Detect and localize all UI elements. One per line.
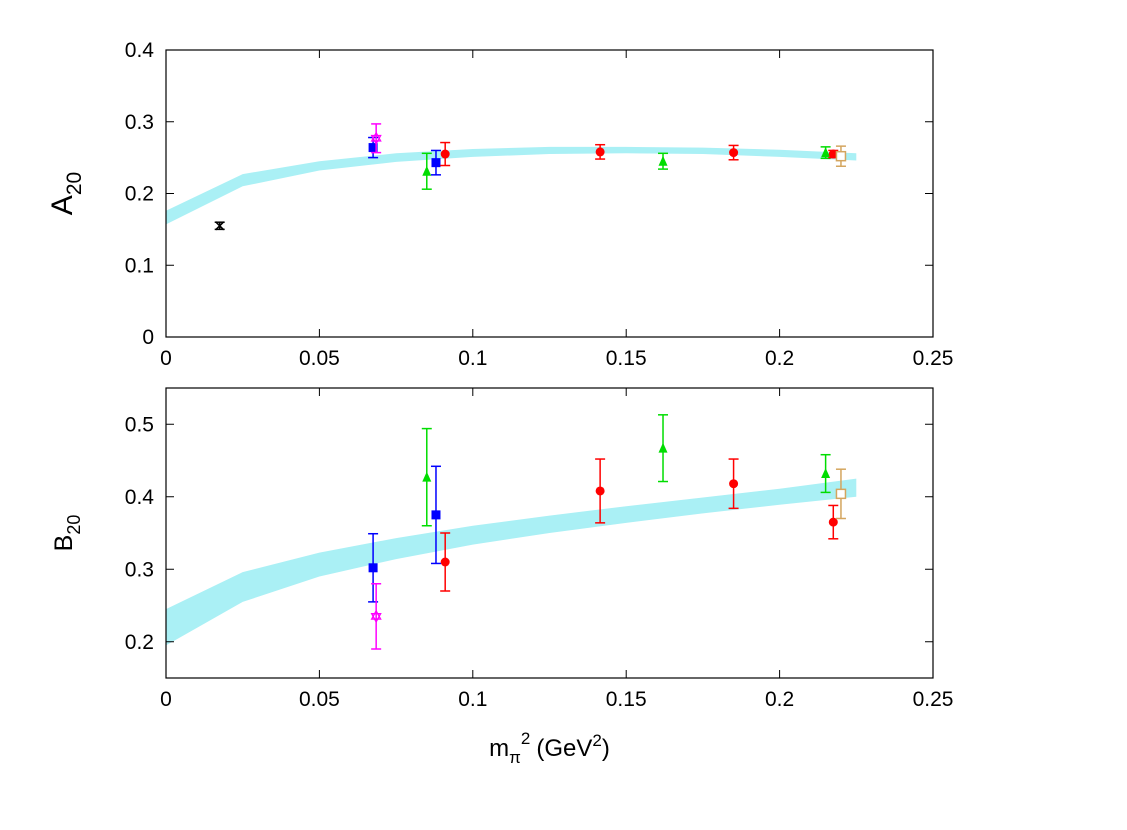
x-axis-label: mπ2 (GeV2) — [489, 729, 610, 767]
data-point-open-square — [835, 150, 847, 162]
data-point-star-up — [370, 131, 382, 142]
data-point-square — [431, 510, 441, 520]
y-tick-label: 0.2 — [125, 183, 154, 206]
data-point-open-square — [835, 488, 847, 500]
x-tick-label: 0.2 — [765, 347, 794, 370]
data-point-star-up — [370, 609, 382, 620]
y-tick-label: 0.5 — [125, 413, 154, 436]
x-axis-label-unit: (GeV — [536, 735, 592, 762]
data-point-star-down — [370, 613, 382, 624]
data-point-circle — [440, 557, 450, 567]
x-tick-label: 0.25 — [913, 688, 954, 711]
x-tick-label: 0.15 — [606, 688, 647, 711]
data-point-circle — [828, 149, 838, 159]
data-point-circle — [595, 147, 605, 157]
x-tick-label: 0 — [160, 688, 172, 711]
data-point-cross-b — [215, 221, 225, 231]
fit-band — [166, 146, 857, 225]
data-point-circle — [595, 486, 605, 496]
x-tick-label: 0.2 — [765, 688, 794, 711]
y-axis-label-main: B — [50, 535, 78, 552]
y-tick-label: 0 — [142, 326, 154, 349]
x-tick-label: 0.05 — [299, 688, 340, 711]
y-axis-label-sub: 20 — [64, 515, 84, 535]
plot-frame — [165, 387, 934, 679]
data-point-triangle — [422, 471, 432, 482]
data-point-star-down — [370, 134, 382, 146]
data-point-circle — [440, 149, 450, 159]
data-point-circle — [729, 148, 739, 158]
y-axis-label-main: A — [46, 195, 79, 215]
data-point-square — [368, 143, 378, 153]
y-tick-label: 0.2 — [125, 631, 154, 654]
x-tick-label: 0.25 — [913, 347, 954, 370]
panel-a20: 0 0.05 0.1 0.15 0.2 0.25 0 0.1 0.2 0.3 0.4 A20 — [46, 39, 953, 370]
data-point-circle — [828, 517, 838, 527]
x-tick-label: 0 — [160, 347, 172, 370]
x-tick-label: 0.15 — [606, 347, 647, 370]
y-axis-label: B20 — [50, 515, 84, 552]
y-tick-label: 0.1 — [125, 254, 154, 277]
data-point-circle — [729, 479, 739, 489]
y-axis-label-sub: 20 — [63, 172, 86, 195]
x-axis-label-unit-close: ) — [602, 735, 610, 762]
x-axis-label-unit-sup: 2 — [592, 731, 601, 750]
x-axis-label-main: m — [489, 735, 509, 762]
y-axis-label: A20 — [46, 172, 86, 215]
data-point-triangle — [821, 147, 831, 158]
y-tick-label: 0.4 — [125, 39, 155, 62]
fit-band — [166, 478, 857, 646]
data-point-triangle — [658, 442, 668, 453]
x-tick-label: 0.1 — [458, 347, 487, 370]
data-point-triangle — [658, 155, 668, 166]
y-tick-label: 0.3 — [125, 111, 154, 134]
y-tick-label: 0.3 — [125, 558, 154, 581]
x-axis-label-sub: π — [509, 748, 521, 767]
x-axis-label-sup: 2 — [521, 729, 530, 748]
data-point-square — [368, 563, 378, 573]
plot-frame — [165, 49, 934, 338]
x-tick-label: 0.05 — [299, 347, 340, 370]
data-point-square — [431, 158, 441, 168]
y-tick-label: 0.4 — [125, 486, 155, 509]
data-point-triangle — [821, 468, 831, 479]
x-tick-label: 0.1 — [458, 688, 487, 711]
data-point-triangle — [422, 165, 432, 176]
